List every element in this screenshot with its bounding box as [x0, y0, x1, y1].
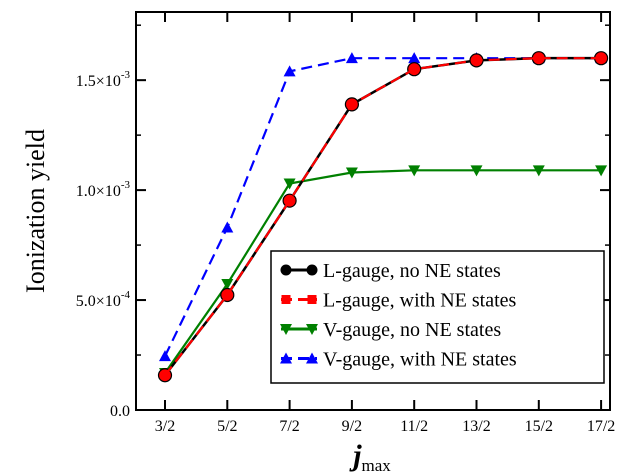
legend-swatch-marker [281, 295, 291, 304]
data-point [408, 52, 421, 64]
y-tick-mantissa: 1.5×10 [76, 73, 121, 90]
y-tick-label: 1.0×10-3 [76, 179, 131, 200]
legend-box [270, 250, 605, 384]
y-tick-label: 0.0 [110, 403, 130, 420]
x-tick-label: 13/2 [462, 418, 490, 435]
plot-frame [135, 11, 611, 411]
x-tick-label: 9/2 [342, 418, 362, 435]
data-point [283, 178, 296, 190]
legend-label: L-gauge, with NE states [323, 290, 516, 312]
data-point [345, 52, 358, 64]
legend-label: V-gauge, no NE states [323, 319, 501, 341]
data-point [345, 167, 358, 179]
x-tick-label: 15/2 [525, 418, 553, 435]
y-axis-ticks: 0.05.0×10-41.0×10-31.5×10-3 [76, 24, 610, 420]
y-tick-exponent: -3 [121, 179, 131, 191]
x-tick-label: 11/2 [400, 418, 428, 435]
data-point [221, 279, 234, 291]
y-tick-exponent: -3 [121, 69, 131, 81]
data-point [595, 165, 608, 177]
x-tick-label: 7/2 [279, 418, 299, 435]
x-axis-ticks: 3/2 5/2 7/2 9/2 11/2 13/2 15/2 17/2 [155, 12, 615, 435]
legend-label: V-gauge, with NE states [323, 349, 517, 371]
legend-swatch-marker [280, 264, 292, 276]
x-tick-label: 5/2 [217, 418, 237, 435]
legend-swatch-marker [306, 324, 318, 335]
series-layer [157, 51, 609, 383]
y-tick-mantissa: 1.0×10 [76, 183, 121, 200]
legend-swatch-marker [306, 352, 318, 364]
x-tick-label: 3/2 [155, 418, 175, 435]
data-point [470, 165, 483, 177]
legend-swatch-marker [280, 324, 292, 335]
y-tick-mantissa: 0.0 [110, 403, 130, 420]
series-line [164, 57, 602, 376]
series-3 [164, 57, 602, 376]
series-line [164, 169, 602, 374]
y-axis-title: Ionization yield [21, 129, 50, 293]
data-point [408, 165, 421, 177]
y-tick-label: 1.5×10-3 [76, 69, 131, 90]
legend-label: L-gauge, no NE states [323, 260, 501, 282]
y-tick-label: 5.0×10-4 [76, 289, 131, 310]
data-point [283, 65, 296, 77]
legend-swatch-marker [307, 295, 317, 304]
legend-swatch-marker [280, 352, 292, 364]
y-tick-mantissa: 5.0×10 [76, 293, 121, 310]
legend: L-gauge, no NE states L-gauge, with NE st… [270, 250, 605, 384]
data-point [159, 350, 171, 362]
legend-swatch-marker [306, 264, 318, 276]
x-axis-title-symbol: j [349, 439, 362, 472]
x-axis-title: jmax [349, 439, 391, 474]
x-tick-label: 17/2 [587, 418, 615, 435]
x-axis-title-subscript: max [362, 456, 392, 474]
y-tick-exponent: -4 [121, 289, 131, 301]
data-point [221, 221, 234, 233]
data-point [532, 165, 545, 177]
